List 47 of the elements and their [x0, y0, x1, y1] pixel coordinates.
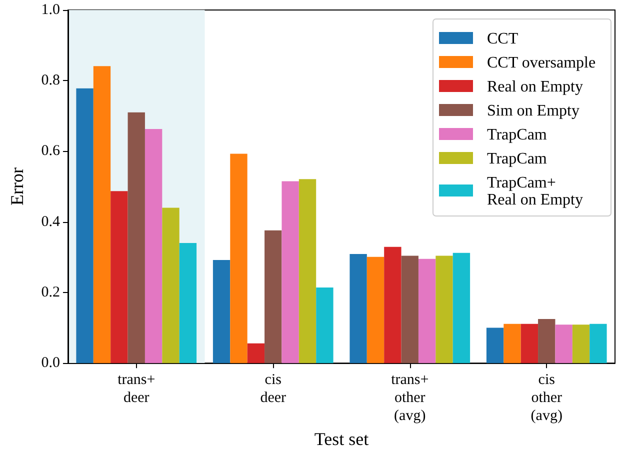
bar [520, 324, 538, 364]
y-tick-label: 1.0 [41, 2, 60, 18]
y-tick-label: 0.8 [41, 72, 60, 89]
bar [212, 260, 230, 364]
bar [76, 88, 94, 364]
bar [350, 254, 367, 364]
bar [247, 343, 265, 364]
x-tick-label: trans+ other (avg) [391, 372, 429, 424]
bar [282, 181, 299, 364]
x-axis-title: Test set [314, 429, 369, 449]
x-tick-label: trans+ deer [118, 372, 156, 406]
bar [436, 256, 453, 364]
bar [486, 328, 504, 364]
bar [538, 318, 556, 364]
bar [110, 191, 128, 364]
legend-label: TrapCam [487, 150, 548, 168]
bar [128, 112, 145, 364]
legend-label: CCT oversample [487, 54, 596, 72]
bar [230, 154, 248, 364]
bar [316, 288, 334, 364]
y-tick-label: 0.2 [41, 284, 60, 300]
x-tick-label: cis deer [260, 372, 286, 406]
bar [504, 324, 521, 364]
y-axis-title: Error [7, 168, 27, 206]
bar [144, 128, 162, 364]
bar [555, 324, 572, 364]
bar [264, 230, 282, 364]
y-tick-label: 0.6 [41, 143, 60, 160]
bar [93, 66, 111, 364]
bar [298, 179, 316, 364]
bar [572, 324, 590, 364]
x-tick-label: cis other (avg) [530, 372, 562, 424]
legend-label: TrapCam+ Real on Empty [487, 174, 583, 208]
legend-label: Sim on Empty [487, 102, 580, 120]
legend-label: TrapCam [487, 126, 548, 144]
legend-label: CCT [487, 30, 518, 48]
bar [401, 256, 418, 364]
bar [366, 256, 384, 364]
bar [384, 246, 402, 364]
bar [418, 258, 436, 364]
legend-label: Real on Empty [487, 78, 583, 96]
y-tick-label: 0.0 [41, 355, 60, 372]
bar [590, 324, 607, 364]
bar [162, 208, 180, 364]
y-tick-label: 0.4 [41, 214, 60, 230]
bar [452, 252, 470, 364]
bar [179, 243, 197, 364]
